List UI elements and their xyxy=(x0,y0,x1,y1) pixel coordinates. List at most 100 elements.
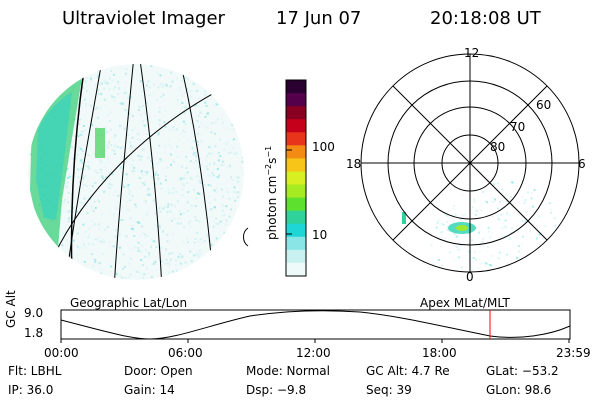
speckle-dot xyxy=(160,96,163,98)
speckle-dot xyxy=(200,121,203,124)
speckle-dot xyxy=(177,217,180,220)
speckle-dot xyxy=(171,213,174,216)
speckle-dot xyxy=(171,233,174,236)
speckle-dot xyxy=(81,130,84,133)
speckle-dot xyxy=(87,154,90,157)
speckle-dot xyxy=(102,177,105,180)
speckle-dot xyxy=(511,206,514,209)
speckle-dot xyxy=(214,145,217,148)
speckle-dot xyxy=(231,124,234,127)
speckle-dot xyxy=(166,166,169,169)
speckle-dot xyxy=(147,156,150,159)
speckle-dot xyxy=(154,183,157,185)
speckle-dot xyxy=(143,183,146,186)
colorbar-segment xyxy=(286,210,306,225)
speckle-dot xyxy=(164,110,167,113)
speckle-dot xyxy=(182,241,185,244)
speckle-dot xyxy=(147,80,150,83)
speckle-dot xyxy=(95,83,97,86)
speckle-dot xyxy=(139,158,142,161)
speckle-dot xyxy=(120,219,123,221)
speckle-dot xyxy=(163,262,166,265)
speckle-dot xyxy=(228,197,231,200)
speckle-dot xyxy=(208,195,211,198)
speckle-dot xyxy=(79,226,82,229)
speckle-dot xyxy=(210,208,213,211)
speckle-dot xyxy=(84,231,87,233)
speckle-dot xyxy=(505,214,508,216)
colorbar-segment xyxy=(286,249,306,264)
speckle-dot xyxy=(220,188,223,191)
speckle-dot xyxy=(142,182,145,184)
speckle-dot xyxy=(501,188,504,191)
speckle-dot xyxy=(230,208,233,211)
speckle-dot xyxy=(435,226,438,229)
speckle-dot xyxy=(457,257,460,260)
colorbar-segment xyxy=(286,119,306,133)
speckle-dot xyxy=(133,170,136,172)
info-seq: Seq: 39 xyxy=(366,383,412,397)
speckle-dot xyxy=(201,241,204,244)
speckle-dot xyxy=(237,176,240,179)
speckle-dot xyxy=(127,209,130,212)
speckle-dot xyxy=(69,253,72,255)
speckle-dot xyxy=(99,82,102,85)
speckle-dot xyxy=(116,145,119,148)
speckle-dot xyxy=(199,252,202,255)
speckle-dot xyxy=(152,263,155,265)
speckle-dot xyxy=(195,197,198,200)
speckle-dot xyxy=(490,255,493,258)
speckle-dot xyxy=(145,101,148,104)
speckle-dot xyxy=(189,219,192,222)
speckle-dot xyxy=(516,256,519,259)
speckle-dot xyxy=(61,244,64,247)
speckle-dot xyxy=(144,255,147,258)
speckle-dot xyxy=(484,200,487,202)
speckle-dot xyxy=(158,225,161,228)
colorbar-segment xyxy=(286,184,306,199)
speckle-dot xyxy=(175,268,178,271)
speckle-dot xyxy=(219,155,222,158)
speckle-dot xyxy=(129,199,132,202)
speckle-dot xyxy=(102,79,105,82)
speckle-dot xyxy=(177,163,180,166)
speckle-dot xyxy=(99,106,102,109)
speckle-dot xyxy=(157,133,160,136)
speckle-dot xyxy=(84,129,87,132)
speckle-dot xyxy=(94,108,97,111)
speckle-dot xyxy=(119,147,122,149)
speckle-dot xyxy=(166,211,169,214)
speckle-dot xyxy=(178,252,181,255)
speckle-dot xyxy=(189,225,192,228)
speckle-dot xyxy=(166,84,168,87)
speckle-dot xyxy=(113,144,116,147)
speckle-dot xyxy=(213,162,216,165)
mlt-label-0: 0 xyxy=(466,270,474,284)
speckle-dot xyxy=(78,123,81,125)
speckle-dot xyxy=(146,190,149,193)
colorbar-segment xyxy=(286,106,306,120)
speckle-dot xyxy=(84,97,87,100)
speckle-dot xyxy=(71,157,74,159)
speckle-dot xyxy=(169,252,172,255)
speckle-dot xyxy=(127,183,130,186)
speckle-dot xyxy=(216,223,219,225)
speckle-dot xyxy=(122,219,125,221)
speckle-dot xyxy=(139,249,142,252)
speckle-dot xyxy=(183,174,186,177)
speckle-dot xyxy=(104,228,107,231)
speckle-dot xyxy=(505,200,508,203)
speckle-dot xyxy=(193,241,196,244)
speckle-dot xyxy=(208,152,211,155)
speckle-dot xyxy=(148,193,151,196)
speckle-dot xyxy=(181,165,184,168)
speckle-dot xyxy=(117,80,120,83)
speckle-dot xyxy=(211,122,214,125)
speckle-dot xyxy=(169,144,171,147)
speckle-dot xyxy=(82,223,85,226)
speckle-dot xyxy=(154,212,157,215)
speckle-dot xyxy=(196,192,199,195)
speckle-dot xyxy=(169,129,171,132)
speckle-dot xyxy=(115,228,118,231)
speckle-dot xyxy=(96,171,99,174)
